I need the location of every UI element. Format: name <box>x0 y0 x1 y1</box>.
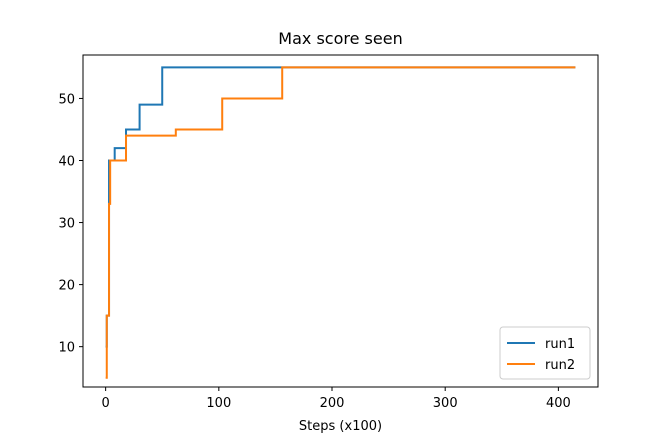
x-tick-label: 200 <box>320 396 345 411</box>
plot-frame <box>82 54 599 388</box>
legend-label-run1: run1 <box>545 337 575 352</box>
y-tick-label: 20 <box>58 279 75 294</box>
x-tick-label: 100 <box>206 396 231 411</box>
y-axis: 10 20 30 40 50 <box>58 92 83 356</box>
x-tick-label: 300 <box>433 396 458 411</box>
legend-label-run2: run2 <box>545 358 575 373</box>
y-tick-label: 40 <box>58 154 75 169</box>
legend-box <box>499 326 591 380</box>
y-tick-label: 30 <box>58 217 75 232</box>
y-tick-label: 10 <box>58 341 75 356</box>
series-line-run1 <box>105 66 576 348</box>
x-axis: 0 100 200 300 400 <box>101 387 571 411</box>
series-line-run2 <box>105 66 576 379</box>
y-tick-label: 50 <box>58 92 75 107</box>
x-tick-label: 400 <box>546 396 571 411</box>
x-axis-title: Steps (x100) <box>299 419 382 434</box>
x-tick-label: 0 <box>101 396 109 411</box>
chart-title: Max score seen <box>278 29 402 48</box>
legend: run1 run2 <box>499 326 591 380</box>
series-layer <box>105 66 576 379</box>
